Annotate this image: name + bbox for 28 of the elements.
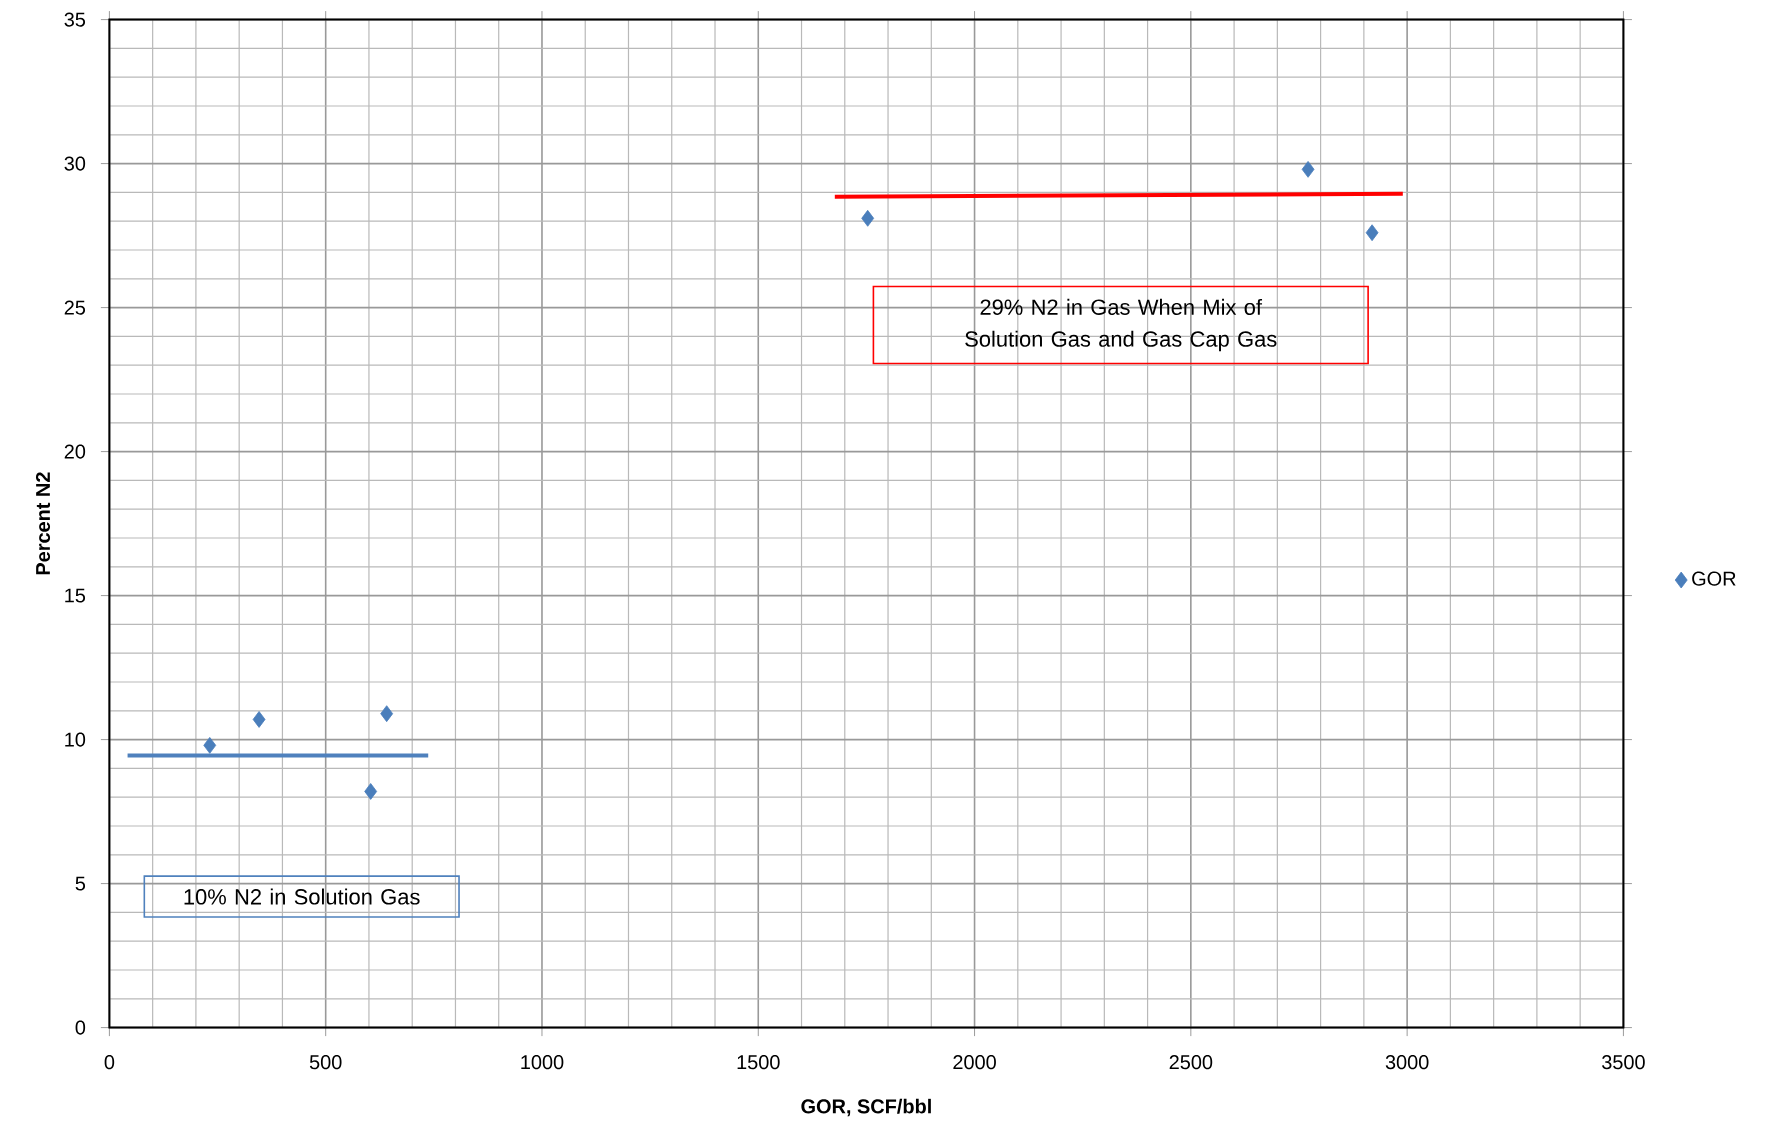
y-axis-title: Percent N2 [35, 472, 51, 575]
x-tick-label: 2500 [1169, 1055, 1213, 1070]
x-tick-label: 3000 [1385, 1055, 1429, 1070]
y-tick-label: 5 [75, 876, 86, 891]
x-tick-label: 2000 [953, 1055, 996, 1070]
x-tick-label: 500 [309, 1055, 342, 1070]
point [1365, 224, 1379, 242]
point [364, 783, 378, 800]
point [861, 209, 875, 227]
y-tick-label: 25 [64, 300, 86, 315]
annotation: 10% N2 in Solution Gas [184, 888, 420, 905]
y-tick-label: 30 [64, 156, 86, 171]
x-tick-label: 0 [104, 1055, 115, 1070]
x-axis-title: GOR, SCF/bbl [801, 1098, 931, 1117]
point [380, 705, 394, 723]
x-tick-label: 1500 [737, 1055, 780, 1070]
y-tick-label: 10 [65, 732, 86, 747]
x-tick-label: 1000 [521, 1055, 564, 1070]
y-tick-label: 20 [64, 444, 86, 459]
legend-label: GOR [1692, 571, 1736, 586]
point [1301, 160, 1315, 178]
y-tick-label: 0 [75, 1020, 86, 1035]
y-tick-label: 35 [64, 12, 86, 27]
point [203, 736, 217, 754]
y-tick-label: 15 [65, 588, 86, 603]
annotation: 29% N2 in Gas When Mix of Solution Gas and Gas Cap Gas [965, 298, 1277, 352]
x-tick-label: 3500 [1602, 1055, 1645, 1070]
point [252, 711, 266, 728]
